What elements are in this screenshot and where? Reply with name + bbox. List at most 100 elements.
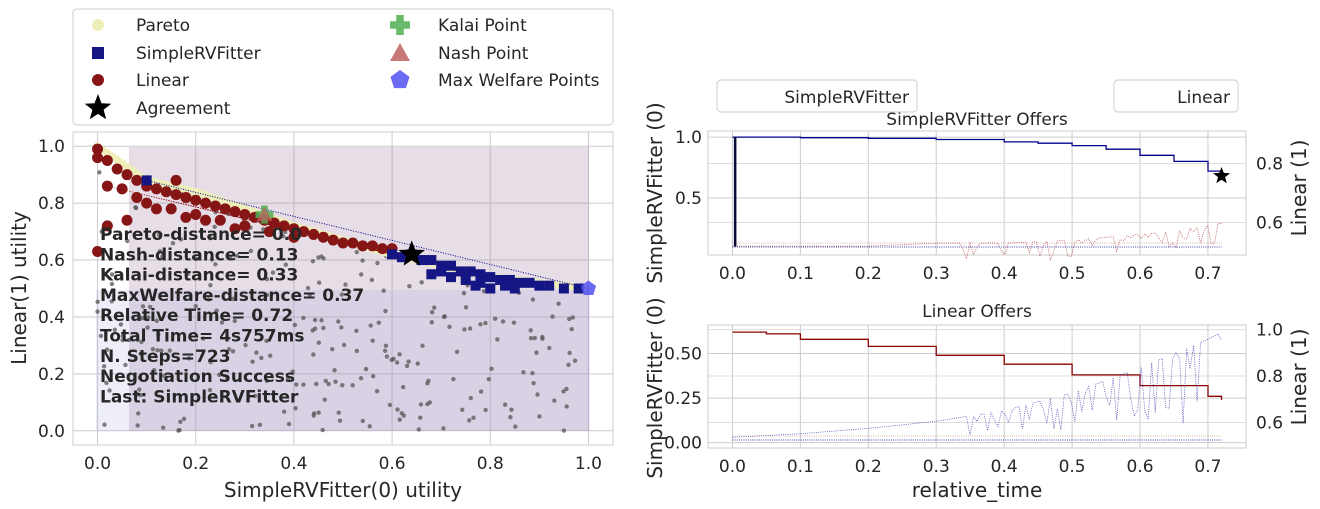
outcome-dot xyxy=(219,320,225,325)
outcome-dot xyxy=(478,389,484,394)
x-tick-label: 0.2 xyxy=(855,457,882,477)
simplervfitter-offer-point xyxy=(470,280,481,291)
outcome-dot xyxy=(326,381,331,387)
outcome-dot xyxy=(280,234,286,239)
outcome-dot xyxy=(186,356,192,361)
y-tick-labels: 0.0 0.2 0.4 0.6 0.8 1.0 xyxy=(38,137,65,442)
y-tick-labels: 0.5 1.0 xyxy=(675,128,702,209)
y-tick-label: 0.6 xyxy=(38,251,65,271)
outcome-dot xyxy=(429,310,435,315)
legend-marker-square xyxy=(92,47,104,59)
chart-title: SimpleRVFitter Offers xyxy=(886,110,1068,130)
outcome-dot xyxy=(305,285,311,291)
outcome-dot xyxy=(311,352,316,357)
stat-line: Last: SimpleRVFitter xyxy=(100,387,299,407)
utility-scatter-chart: 0.0 0.2 0.4 0.6 0.8 1.0 0.0 0.2 0.4 0.6 0.8 1.0 Si… xyxy=(7,131,614,502)
outcome-dot xyxy=(481,288,487,294)
linear-offers xyxy=(92,143,398,258)
outcome-dot xyxy=(185,271,191,277)
outcome-dot xyxy=(540,334,545,340)
outcome-dot xyxy=(511,320,517,325)
outcome-dot xyxy=(387,402,393,408)
grid xyxy=(708,325,1246,448)
outcome-dot xyxy=(495,337,500,342)
outcome-dot xyxy=(382,348,388,354)
y-tick-label: 0.25 xyxy=(664,389,702,409)
linear-offer-point xyxy=(190,209,202,221)
outcome-dot xyxy=(120,338,125,343)
series-lines xyxy=(732,136,1231,261)
linear-offer-point xyxy=(170,189,182,201)
outcome-dot xyxy=(156,232,162,238)
linear-offer-point xyxy=(165,203,177,215)
simplervfitter-offer-point xyxy=(455,266,466,277)
stat-line: Negotiation Success xyxy=(100,367,295,387)
outcome-dot xyxy=(285,376,291,381)
linear-offer-point xyxy=(92,143,104,155)
y-tick-label: 0.50 xyxy=(664,345,702,365)
outcome-dot xyxy=(301,315,306,321)
outcome-dot xyxy=(374,389,380,394)
offer-trace-line xyxy=(146,179,589,289)
outcome-dot xyxy=(467,326,473,331)
outcome-dot xyxy=(535,392,540,397)
linear-offer-point xyxy=(239,209,251,221)
outcome-dot xyxy=(156,332,161,337)
linear-offer-point xyxy=(141,197,153,209)
outcome-dot xyxy=(294,382,299,387)
outcome-dot xyxy=(332,368,337,373)
outcome-dot xyxy=(567,316,572,322)
outcome-dot xyxy=(492,316,498,321)
linear-offer-point xyxy=(209,200,221,212)
simplervfitter-offer-point xyxy=(485,272,496,283)
series-line-simplervfitter xyxy=(732,333,1222,438)
outcome-dot xyxy=(321,325,326,331)
outcome-dot xyxy=(95,299,100,305)
outcome-dot xyxy=(500,319,506,324)
simplervfitter-offer-point xyxy=(534,280,545,291)
outcome-dot xyxy=(319,318,324,323)
outcome-dot xyxy=(397,352,402,357)
outcome-dot xyxy=(333,379,338,384)
outcome-dot xyxy=(112,327,118,332)
outcome-dot xyxy=(427,400,433,405)
outcome-dot xyxy=(137,375,143,380)
outcome-dot xyxy=(339,325,344,330)
outcome-dot xyxy=(232,318,237,324)
outcome-dot xyxy=(340,383,345,388)
agreement-point xyxy=(398,240,425,266)
plot-area xyxy=(707,130,1247,256)
outcome-dot xyxy=(95,309,100,314)
linear-offer-point xyxy=(298,226,310,238)
outcome-dot xyxy=(406,359,411,364)
x-tick-label: 0.3 xyxy=(923,264,950,284)
simplervfitter-offer-point xyxy=(514,277,525,288)
outcome-dot xyxy=(154,318,160,324)
outcome-dot xyxy=(257,422,263,427)
special-points xyxy=(255,205,597,295)
linear-offer-point xyxy=(200,214,212,226)
outcome-dot xyxy=(532,335,538,341)
x-tick-label: 0.2 xyxy=(855,264,882,284)
outcome-dot xyxy=(341,342,347,348)
outcome-dot xyxy=(369,277,375,283)
outcome-dot xyxy=(463,305,469,310)
outcome-dot xyxy=(250,359,255,364)
outcome-dot xyxy=(109,281,115,287)
outcome-dot xyxy=(376,320,381,325)
x-tick-label: 0.4 xyxy=(991,457,1018,477)
outcome-dot xyxy=(569,326,574,332)
outcome-dot xyxy=(293,405,298,411)
linear-offer-point xyxy=(101,154,113,166)
stat-line: Pareto-distance= 0.0 xyxy=(100,225,302,245)
x-tick-label: 0.5 xyxy=(1059,264,1086,284)
y-tick-label: 1.0 xyxy=(38,137,65,157)
outcome-dot xyxy=(394,360,400,365)
right-y-tick-labels: 0.6 0.8 xyxy=(1256,154,1283,233)
simplervfitter-offer-point xyxy=(509,283,520,294)
outcome-dot xyxy=(140,316,145,321)
outcome-dot xyxy=(178,237,184,242)
linear-offer-point xyxy=(111,163,123,175)
series-lines xyxy=(732,331,1223,441)
outcome-dot xyxy=(530,297,536,302)
